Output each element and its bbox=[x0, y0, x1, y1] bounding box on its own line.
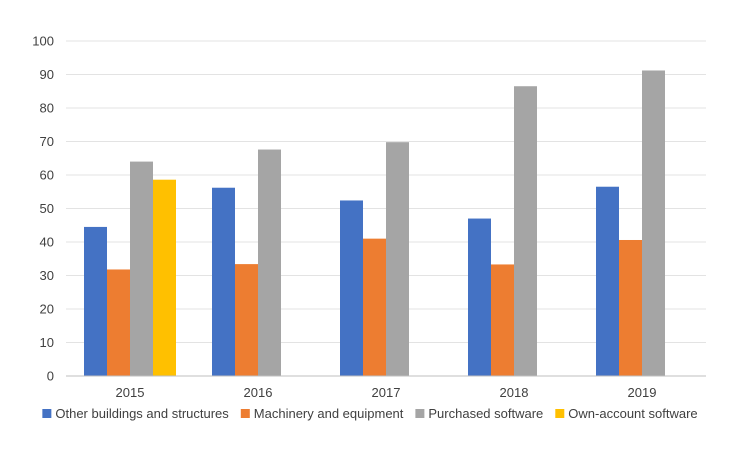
bar-purchased-software-2018 bbox=[514, 86, 537, 376]
y-tick-label: 50 bbox=[40, 201, 54, 216]
x-tick-label: 2018 bbox=[500, 385, 529, 400]
legend-item: Other buildings and structures bbox=[42, 406, 229, 421]
bar-machinery-and-equipment-2018 bbox=[491, 264, 514, 376]
legend-swatch bbox=[555, 409, 565, 418]
y-tick-label: 70 bbox=[40, 134, 54, 149]
bar-purchased-software-2017 bbox=[386, 142, 409, 376]
y-tick-label: 10 bbox=[40, 335, 54, 350]
bar-machinery-and-equipment-2017 bbox=[363, 238, 386, 376]
bar-other-buildings-and-structures-2019 bbox=[596, 186, 619, 376]
x-tick-label: 2019 bbox=[628, 385, 657, 400]
legend-item: Machinery and equipment bbox=[240, 406, 404, 421]
y-tick-label: 60 bbox=[40, 168, 54, 183]
y-tick-label: 0 bbox=[47, 369, 54, 384]
y-tick-label: 40 bbox=[40, 235, 54, 250]
bar-other-buildings-and-structures-2017 bbox=[340, 200, 363, 376]
bar-other-buildings-and-structures-2015 bbox=[84, 226, 107, 376]
bar-machinery-and-equipment-2016 bbox=[235, 264, 258, 376]
bar-purchased-software-2016 bbox=[258, 149, 281, 376]
legend-label: Purchased software bbox=[428, 406, 543, 421]
bar-purchased-software-2015 bbox=[130, 161, 153, 376]
bar-purchased-software-2019 bbox=[642, 70, 665, 376]
legend-label: Other buildings and structures bbox=[55, 406, 229, 421]
legend-swatch bbox=[42, 409, 52, 418]
legend-swatch bbox=[240, 409, 250, 418]
y-tick-label: 100 bbox=[32, 34, 54, 49]
bar-other-buildings-and-structures-2018 bbox=[468, 218, 491, 376]
x-tick-label: 2015 bbox=[116, 385, 145, 400]
legend-item: Purchased software bbox=[415, 406, 543, 421]
x-tick-label: 2017 bbox=[372, 385, 401, 400]
bar-machinery-and-equipment-2019 bbox=[619, 239, 642, 376]
legend-label: Machinery and equipment bbox=[254, 406, 404, 421]
bar-other-buildings-and-structures-2016 bbox=[212, 187, 235, 376]
bars bbox=[84, 70, 665, 376]
y-tick-label: 20 bbox=[40, 302, 54, 317]
bar-machinery-and-equipment-2015 bbox=[107, 269, 130, 376]
bar-own-account-software-2015 bbox=[153, 179, 176, 376]
y-tick-label: 80 bbox=[40, 101, 54, 116]
x-tick-label: 2016 bbox=[244, 385, 273, 400]
y-tick-label: 30 bbox=[40, 268, 54, 283]
y-axis-tick-labels: 0 10 20 30 40 50 60 70 80 90 100 bbox=[32, 34, 54, 384]
x-axis-category-labels: 2015 2016 2017 2018 2019 bbox=[116, 385, 657, 400]
legend: Other buildings and structures Machinery … bbox=[42, 406, 698, 421]
y-tick-label: 90 bbox=[40, 67, 54, 82]
legend-label: Own-account software bbox=[568, 406, 697, 421]
legend-item: Own-account software bbox=[555, 406, 698, 421]
legend-swatch bbox=[415, 409, 425, 418]
